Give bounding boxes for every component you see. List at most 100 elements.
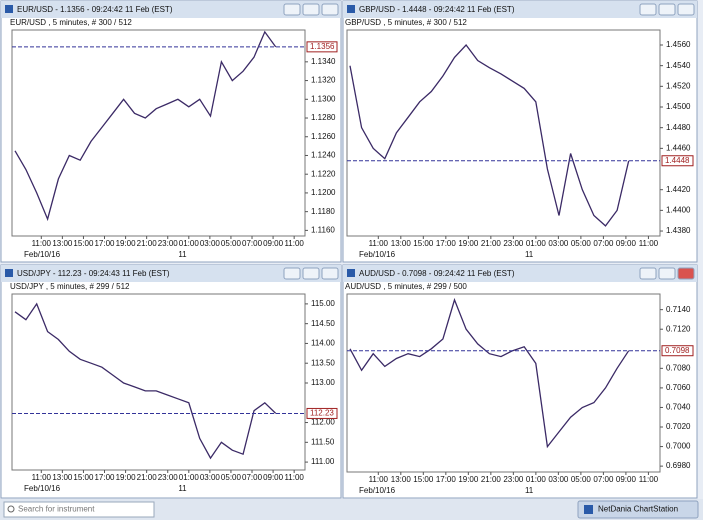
search-box[interactable] bbox=[3, 501, 155, 518]
x-tick-label: 21:00 bbox=[137, 473, 158, 482]
last-price-box bbox=[661, 345, 694, 357]
title-bar bbox=[1, 1, 341, 18]
window-icon bbox=[347, 5, 355, 13]
title-bar bbox=[343, 1, 697, 18]
minimize-button[interactable] bbox=[639, 267, 657, 280]
y-tick-label: 1.4540 bbox=[666, 61, 691, 70]
x-tick-label: 21:00 bbox=[137, 239, 158, 248]
x-tick-label: 03:00 bbox=[200, 473, 221, 482]
x-tick-label: 13:00 bbox=[52, 473, 73, 482]
maximize-button[interactable] bbox=[302, 267, 320, 280]
x-tick-label: 23:00 bbox=[503, 475, 524, 484]
close-button[interactable] bbox=[321, 3, 339, 16]
x-tick-label: 11:00 bbox=[284, 473, 304, 482]
app-logo bbox=[584, 505, 593, 514]
x-tick-label: 07:00 bbox=[593, 239, 614, 248]
x-tick-label: 15:00 bbox=[413, 475, 434, 484]
x-tick-label: 23:00 bbox=[158, 239, 179, 248]
x-tick-label: 19:00 bbox=[458, 239, 479, 248]
plot-area bbox=[346, 293, 661, 473]
plot-area bbox=[11, 29, 306, 237]
window-title: USD/JPY - 112.23 - 09:24:43 11 Feb (EST) bbox=[17, 269, 170, 278]
y-tick-label: 1.1180 bbox=[311, 207, 335, 216]
x-tick-label: 11:00 bbox=[369, 239, 389, 248]
y-tick-label: 112.00 bbox=[311, 418, 335, 427]
minimize-button[interactable] bbox=[283, 267, 301, 280]
window-icon bbox=[5, 269, 13, 277]
x-tick-label: 03:00 bbox=[200, 239, 221, 248]
y-tick-label: 1.4520 bbox=[666, 81, 691, 90]
x-tick-label: 05:00 bbox=[221, 239, 242, 248]
close-button[interactable] bbox=[321, 267, 339, 280]
last-price-label: 0.7098 bbox=[665, 346, 690, 355]
x-tick-label: 11:00 bbox=[284, 239, 304, 248]
last-price-label: 112.23 bbox=[310, 409, 334, 418]
last-price-box bbox=[306, 41, 338, 53]
x-tick-label: 21:00 bbox=[481, 239, 502, 248]
x-tick-label: 09:00 bbox=[616, 475, 637, 484]
maximize-button[interactable] bbox=[302, 3, 320, 16]
date-label: 11 bbox=[525, 250, 534, 259]
y-tick-label: 114.00 bbox=[311, 339, 335, 348]
price-line bbox=[349, 43, 630, 227]
window-title: GBP/USD - 1.4448 - 09:24:42 11 Feb (EST) bbox=[359, 5, 515, 14]
x-tick-label: 01:00 bbox=[526, 475, 547, 484]
y-tick-label: 1.1220 bbox=[311, 169, 336, 178]
y-tick-label: 1.4400 bbox=[666, 205, 691, 214]
app-badge bbox=[577, 500, 699, 519]
y-tick-label: 1.1260 bbox=[311, 132, 336, 141]
y-tick-label: 0.7060 bbox=[666, 383, 691, 392]
date-label: Feb/10/16 bbox=[359, 486, 396, 495]
x-tick-label: 17:00 bbox=[94, 239, 115, 248]
x-tick-label: 01:00 bbox=[179, 473, 200, 482]
y-tick-label: 0.7120 bbox=[666, 324, 691, 333]
x-tick-label: 13:00 bbox=[52, 239, 73, 248]
x-tick-label: 15:00 bbox=[73, 239, 94, 248]
y-tick-label: 1.1280 bbox=[311, 113, 336, 122]
date-label: 11 bbox=[178, 250, 187, 259]
title-bar bbox=[1, 265, 341, 282]
y-tick-label: 113.50 bbox=[311, 358, 335, 367]
y-tick-label: 1.1160 bbox=[311, 225, 335, 234]
y-tick-label: 1.1320 bbox=[311, 76, 336, 85]
last-price-box bbox=[306, 407, 338, 419]
minimize-button[interactable] bbox=[283, 3, 301, 16]
y-tick-label: 1.1200 bbox=[311, 188, 336, 197]
y-tick-label: 115.00 bbox=[311, 299, 335, 308]
y-tick-label: 1.1340 bbox=[311, 57, 336, 66]
close-button[interactable] bbox=[677, 3, 695, 16]
x-tick-label: 07:00 bbox=[242, 473, 263, 482]
maximize-button[interactable] bbox=[658, 267, 676, 280]
x-tick-label: 19:00 bbox=[116, 473, 137, 482]
app-name: NetDania ChartStation bbox=[598, 505, 678, 514]
y-tick-label: 0.7000 bbox=[666, 442, 691, 451]
close-button[interactable] bbox=[677, 267, 695, 280]
minimize-button[interactable] bbox=[639, 3, 657, 16]
price-line bbox=[14, 30, 277, 222]
search-icon bbox=[7, 505, 15, 513]
x-tick-label: 17:00 bbox=[436, 475, 457, 484]
x-tick-label: 09:00 bbox=[263, 473, 284, 482]
y-tick-label: 1.4480 bbox=[666, 123, 691, 132]
y-tick-label: 111.50 bbox=[311, 437, 335, 446]
y-tick-label: 1.1300 bbox=[311, 94, 336, 103]
y-tick-label: 0.7040 bbox=[666, 403, 691, 412]
maximize-button[interactable] bbox=[658, 3, 676, 16]
x-tick-label: 21:00 bbox=[481, 475, 502, 484]
title-bar bbox=[343, 265, 697, 282]
x-tick-label: 23:00 bbox=[503, 239, 524, 248]
x-tick-label: 17:00 bbox=[436, 239, 457, 248]
x-tick-label: 01:00 bbox=[179, 239, 200, 248]
chart-subtitle: GBP/USD , 5 minutes, # 300 / 512 bbox=[345, 18, 467, 27]
y-tick-label: 1.4560 bbox=[666, 40, 691, 49]
last-price-label: 1.1356 bbox=[310, 42, 335, 51]
plot-area bbox=[346, 29, 661, 237]
x-tick-label: 11:00 bbox=[369, 475, 389, 484]
x-tick-label: 11:00 bbox=[639, 475, 659, 484]
date-label: Feb/10/16 bbox=[24, 484, 61, 493]
chart-subtitle: USD/JPY , 5 minutes, # 299 / 512 bbox=[10, 282, 130, 291]
search-placeholder: Search for instrument bbox=[18, 505, 95, 514]
window-frame bbox=[342, 0, 698, 263]
x-tick-label: 23:00 bbox=[158, 473, 179, 482]
